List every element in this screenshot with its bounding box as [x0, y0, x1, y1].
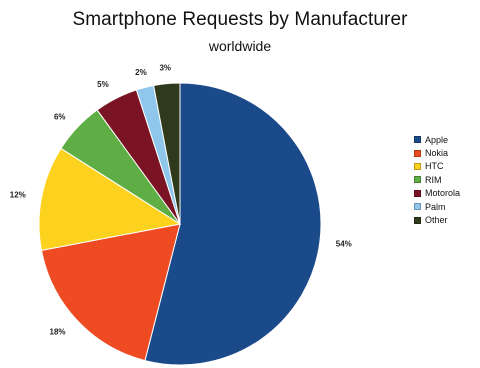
legend-item-nokia: Nokia: [414, 146, 460, 159]
legend-swatch-rim: [414, 176, 421, 184]
legend-label-motorola: Motorola: [425, 188, 461, 199]
pie-slice-nokia: [40, 223, 181, 362]
chart-title: Smartphone Requests by Manufacturer: [72, 9, 408, 30]
legend-swatch-apple: [414, 136, 421, 144]
slice-label-motorola: 5%: [97, 80, 109, 89]
chart-subtitle: worldwide: [208, 38, 272, 54]
legend-item-htc: HTC: [414, 160, 460, 173]
legend-label-rim: RIM: [425, 174, 442, 185]
legend-item-rim: RIM: [414, 173, 460, 186]
slice-label-nokia: 18%: [50, 327, 66, 336]
legend-swatch-htc: [414, 162, 421, 170]
legend-swatch-motorola: [414, 189, 421, 197]
slice-label-other: 3%: [159, 64, 171, 73]
legend-label-nokia: Nokia: [425, 148, 449, 159]
legend-item-palm: Palm: [414, 200, 460, 213]
legend-swatch-nokia: [414, 149, 421, 157]
legend-item-apple: Apple: [414, 133, 460, 146]
legend-item-other: Other: [414, 213, 460, 226]
legend-item-motorola: Motorola: [414, 187, 460, 200]
pie-slice-other: [152, 82, 181, 225]
legend-swatch-palm: [414, 203, 421, 211]
legend-label-htc: HTC: [425, 161, 444, 172]
legend-label-apple: Apple: [425, 134, 449, 145]
pie-slice-apple: [144, 82, 322, 366]
slice-label-htc: 12%: [10, 191, 26, 200]
slice-label-apple: 54%: [336, 240, 352, 249]
slice-label-rim: 6%: [54, 113, 66, 122]
legend-label-palm: Palm: [425, 201, 446, 212]
chart-legend: Apple Nokia HTC RIM Motorola Palm Other: [414, 133, 460, 227]
slice-label-palm: 2%: [135, 68, 147, 77]
legend-swatch-other: [414, 216, 421, 224]
legend-label-other: Other: [425, 215, 448, 226]
pie-slice-htc: [38, 147, 182, 252]
